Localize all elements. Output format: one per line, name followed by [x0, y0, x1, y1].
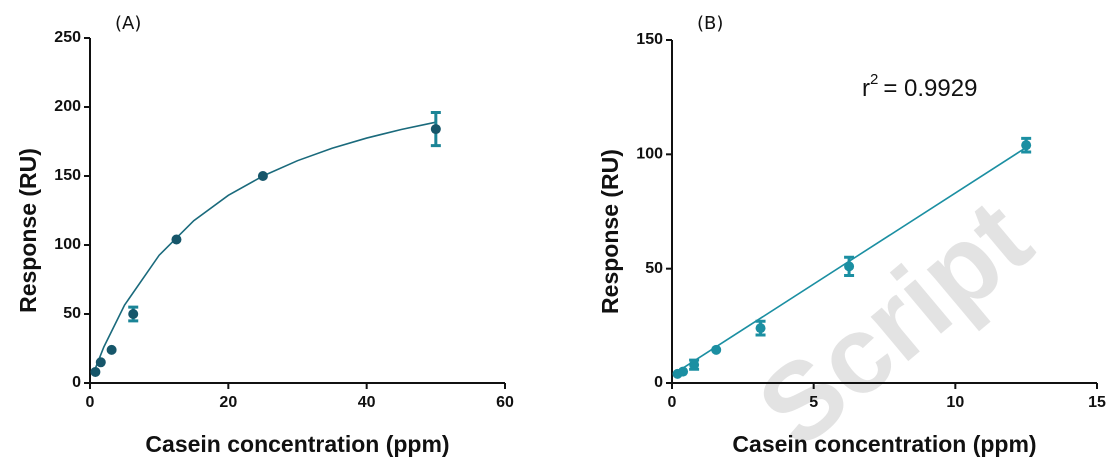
data-point: [106, 344, 117, 355]
panel-label: (B): [697, 13, 723, 34]
x-tick-label: 0: [86, 394, 95, 411]
fit-line: [677, 146, 1027, 373]
y-tick-label: 200: [54, 98, 81, 115]
y-tick-label: 250: [54, 29, 81, 46]
data-point: [1021, 140, 1032, 151]
y-tick-label: 50: [63, 305, 81, 322]
annotation: r2 = 0.9929: [862, 71, 977, 102]
panel-label: (A): [115, 13, 141, 34]
data-point: [711, 344, 722, 355]
y-tick-label: 0: [72, 374, 81, 391]
fit-line: [92, 121, 436, 374]
y-axis-title: Response (RU): [597, 149, 623, 314]
watermark: Script: [736, 176, 1054, 471]
x-tick-label: 20: [219, 394, 237, 411]
data-point: [678, 366, 689, 377]
data-point: [844, 261, 855, 272]
x-tick-label: 40: [358, 394, 376, 411]
data-point: [257, 171, 268, 181]
data-point: [95, 357, 106, 368]
x-tick-label: 0: [668, 394, 677, 411]
x-tick-label: 60: [496, 394, 514, 411]
y-tick-label: 0: [654, 374, 663, 391]
y-axis-title: Response (RU): [15, 148, 41, 313]
y-tick-label: 100: [636, 146, 663, 163]
x-tick-label: 5: [809, 394, 818, 411]
data-point: [128, 309, 139, 319]
y-tick-label: 150: [54, 167, 81, 184]
data-point: [430, 124, 441, 135]
y-tick-label: 50: [645, 260, 663, 277]
y-tick-label: 150: [636, 31, 663, 48]
x-axis-title: Casein concentration (ppm): [732, 431, 1036, 457]
annotation-base: r: [862, 75, 870, 102]
x-axis-title: Casein concentration (ppm): [145, 431, 449, 457]
data-point: [689, 359, 700, 370]
data-point: [755, 323, 766, 334]
x-tick-label: 10: [946, 394, 964, 411]
data-point: [90, 366, 101, 377]
annotation-rest: = 0.9929: [883, 75, 977, 102]
y-tick-label: 100: [54, 236, 81, 253]
x-tick-label: 15: [1088, 394, 1106, 411]
annotation-sup: 2: [870, 71, 878, 88]
data-point: [171, 234, 182, 245]
